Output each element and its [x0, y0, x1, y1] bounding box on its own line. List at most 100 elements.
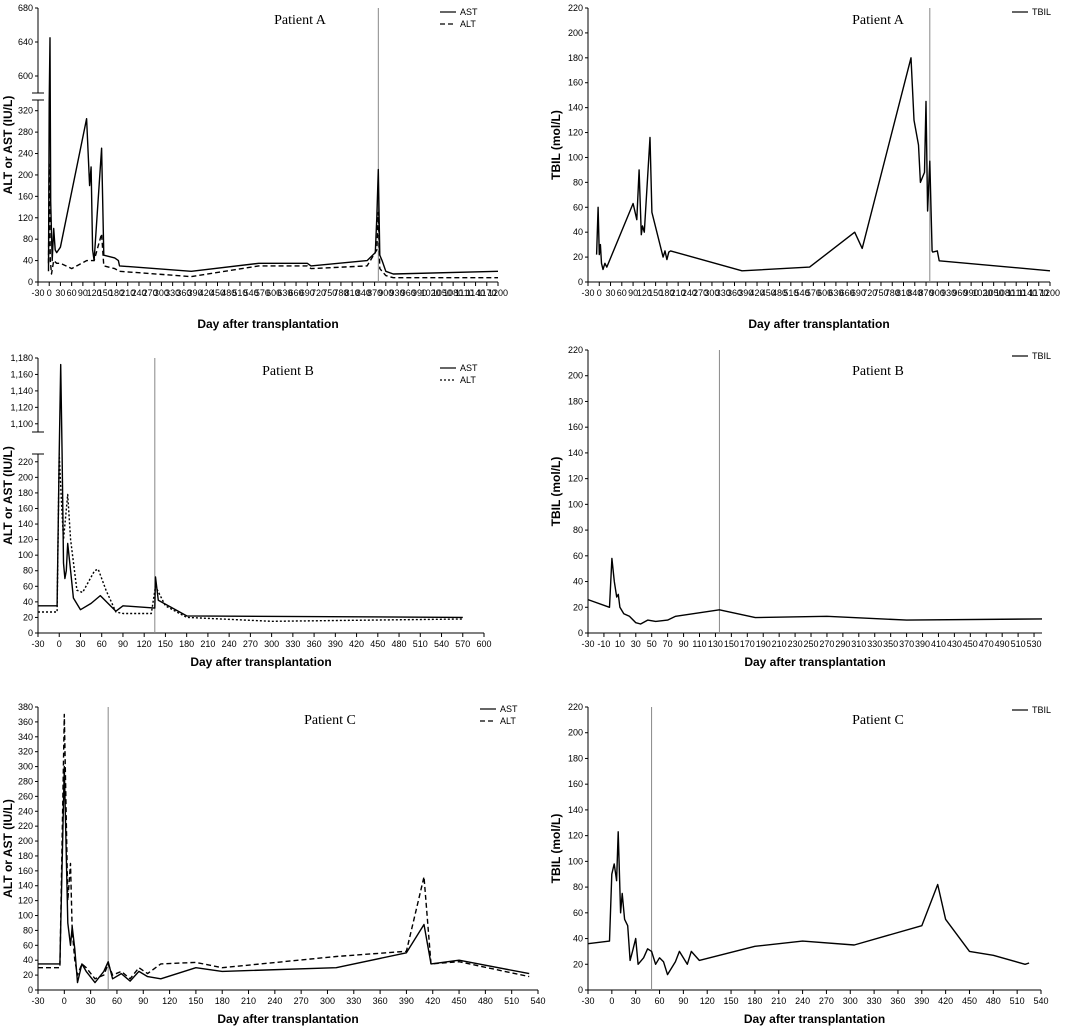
y-tick-label: 160 — [18, 866, 33, 876]
x-tick-label: 480 — [986, 996, 1001, 1006]
x-tick-label: 360 — [373, 996, 388, 1006]
y-axis-label: ALT or AST (IU/L) — [1, 96, 15, 195]
y-tick-label: 60 — [573, 908, 583, 918]
x-tick-label: 990 — [964, 288, 979, 298]
y-tick-label: 20 — [23, 612, 33, 622]
x-tick-label: 930 — [941, 288, 956, 298]
x-tick-label: 1050 — [432, 288, 452, 298]
y-tick-label: 380 — [18, 702, 33, 712]
series-line-alt — [38, 453, 463, 622]
x-tick-label: 360 — [890, 996, 905, 1006]
x-tick-label: 360 — [727, 288, 742, 298]
y-tick-label: 140 — [568, 805, 583, 815]
x-tick-label: 450 — [963, 639, 978, 649]
y-axis-label: TBIL (mol/L) — [549, 110, 563, 180]
y-tick-label: 100 — [18, 911, 33, 921]
x-tick-label: 900 — [930, 288, 945, 298]
x-tick-label: 840 — [907, 288, 922, 298]
x-tick-label: 570 — [455, 639, 470, 649]
x-tick-label: 1080 — [995, 288, 1015, 298]
y-tick-label: 80 — [573, 177, 583, 187]
x-tick-label: 180 — [109, 288, 124, 298]
x-tick-label: 170 — [740, 639, 755, 649]
y-tick-label: 120 — [18, 535, 33, 545]
x-tick-label: 90 — [628, 288, 638, 298]
y-tick-label: 40 — [23, 597, 33, 607]
x-tick-label: 390 — [328, 639, 343, 649]
x-tick-label: 240 — [795, 996, 810, 1006]
x-tick-label: 450 — [370, 639, 385, 649]
y-tick-label: 1,140 — [10, 386, 33, 396]
x-tick-label: 300 — [264, 639, 279, 649]
x-tick-label: 330 — [867, 996, 882, 1006]
x-tick-label: 900 — [378, 288, 393, 298]
y-tick-label: 200 — [568, 28, 583, 38]
x-tick-label: 810 — [896, 288, 911, 298]
x-tick-label: 540 — [795, 288, 810, 298]
x-tick-label: 180 — [747, 996, 762, 1006]
x-tick-label: 270 — [819, 639, 834, 649]
x-tick-label: 60 — [617, 288, 627, 298]
y-tick-label: 120 — [18, 896, 33, 906]
x-tick-label: 120 — [87, 288, 102, 298]
x-tick-label: 600 — [476, 639, 491, 649]
series-line-tbil — [587, 831, 1030, 976]
x-tick-label: -30 — [31, 996, 44, 1006]
y-tick-label: 220 — [18, 821, 33, 831]
x-tick-label: 1200 — [1040, 288, 1060, 298]
x-tick-label: 470 — [979, 639, 994, 649]
y-tick-label: 80 — [23, 234, 33, 244]
y-tick-label: 200 — [18, 472, 33, 482]
x-tick-label: 1110 — [1007, 288, 1026, 298]
x-tick-label: 990 — [412, 288, 427, 298]
x-tick-label: -30 — [581, 996, 594, 1006]
y-tick-label: 160 — [18, 191, 33, 201]
x-tick-label: 270 — [243, 639, 258, 649]
panel-3: 0 20 40 60 80 100 120 140 160 180 200 220 1,100 1,120… — [1, 353, 492, 669]
x-tick-label: 60 — [97, 639, 107, 649]
x-tick-label: 0 — [57, 639, 62, 649]
x-tick-label: 240 — [682, 288, 697, 298]
series-line-alt — [47, 163, 498, 279]
x-tick-label: 110 — [692, 639, 706, 649]
x-tick-label: 490 — [995, 639, 1010, 649]
y-tick-label: 320 — [18, 106, 33, 116]
x-tick-label: 30 — [55, 288, 65, 298]
chart-title: Patient B — [262, 364, 314, 379]
x-tick-label: 190 — [756, 639, 771, 649]
x-tick-label: -10 — [597, 639, 610, 649]
x-tick-label: 1170 — [1029, 288, 1048, 298]
x-axis-label: Day after transplantation — [744, 1012, 885, 1026]
x-tick-label: 360 — [176, 288, 191, 298]
legend-label-tbil: TBIL — [1032, 7, 1051, 17]
x-tick-label: 70 — [663, 639, 673, 649]
x-tick-label: -30 — [581, 288, 594, 298]
x-tick-label: 780 — [885, 288, 900, 298]
y-tick-label: 100 — [568, 856, 583, 866]
legend-label-ast: AST — [460, 7, 478, 17]
x-tick-label: 270 — [693, 288, 708, 298]
x-axis-label: Day after transplantation — [748, 317, 889, 331]
legend-label-alt: ALT — [460, 375, 476, 385]
x-tick-label: 210 — [120, 288, 135, 298]
y-tick-label: 200 — [568, 371, 583, 381]
x-tick-label: 480 — [221, 288, 236, 298]
y-tick-label: 0 — [28, 628, 33, 638]
chart-title: Patient C — [304, 713, 356, 728]
y-tick-label: 0 — [28, 985, 33, 995]
y-tick-label: 220 — [568, 702, 583, 712]
y-tick-label: 60 — [23, 581, 33, 591]
x-tick-label: 600 — [817, 288, 832, 298]
x-tick-label: 240 — [267, 996, 282, 1006]
x-tick-label: 180 — [659, 288, 674, 298]
y-tick-label: 240 — [18, 806, 33, 816]
x-tick-label: 1080 — [443, 288, 463, 298]
x-tick-label: 330 — [285, 639, 300, 649]
y-axis-label: ALT or AST (IU/L) — [1, 446, 15, 545]
y-tick-label: 160 — [18, 503, 33, 513]
x-tick-label: 630 — [277, 288, 292, 298]
x-tick-label: 480 — [772, 288, 787, 298]
x-tick-label: 150 — [648, 288, 663, 298]
